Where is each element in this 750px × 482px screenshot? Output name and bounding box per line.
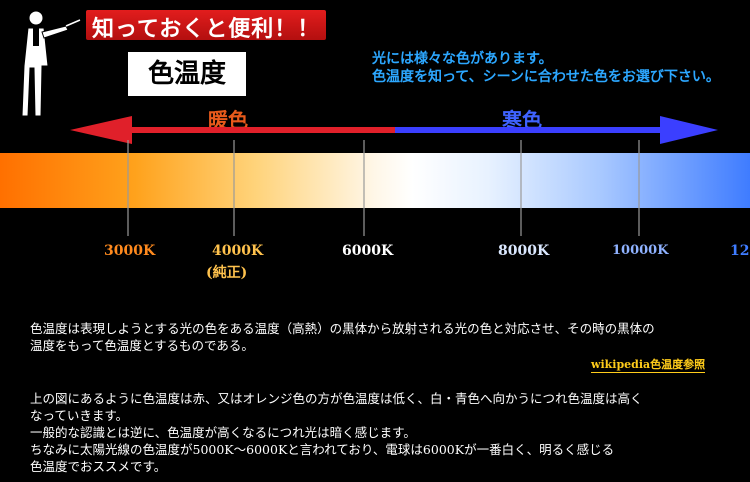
tick-label-12000k: 120 bbox=[730, 243, 750, 259]
temperature-arrow bbox=[70, 116, 718, 144]
explanation-line-5: 色温度でおススメです。 bbox=[30, 459, 167, 474]
color-temperature-spectrum bbox=[0, 153, 750, 208]
explanation-line-2: なっていきます。 bbox=[30, 408, 129, 423]
explanation-paragraph: 上の図にあるように色温度は赤、又はオレンジ色の方が色温度は低く、白・青色へ向かう… bbox=[30, 390, 643, 475]
header-banner bbox=[86, 10, 326, 40]
definition-line-2: 温度をもって色温度とするものである。 bbox=[30, 338, 254, 353]
tick-label-4000k: 4000K bbox=[212, 243, 264, 259]
intro-line-1: 光には様々な色があります。 bbox=[372, 51, 553, 67]
concept-title: 色温度 bbox=[147, 59, 226, 89]
tick-label-6000k: 6000K bbox=[342, 243, 394, 259]
tick-label-8000k: 8000K bbox=[498, 243, 550, 259]
cool-arrow bbox=[395, 116, 718, 144]
wikipedia-reference-link[interactable]: wikipedia色温度参照 bbox=[591, 358, 706, 373]
explanation-line-1: 上の図にあるように色温度は赤、又はオレンジ色の方が色温度は低く、白・青色へ向かう… bbox=[30, 391, 643, 406]
intro-text: 光には様々な色があります。 色温度を知って、シーンに合わせた色をお選び下さい。 bbox=[372, 50, 720, 86]
explanation-line-4: ちなみに太陽光線の色温度が5000K～6000Kと言われており、電球は6000K… bbox=[30, 442, 615, 457]
tick-lines bbox=[127, 140, 640, 236]
header-title: 知っておくと便利！！ bbox=[92, 17, 321, 42]
concept-title-box bbox=[128, 52, 246, 96]
definition-line-1: 色温度は表現しようとする光の色をある温度（高熱）の黒体から放射される光の色と対応… bbox=[30, 321, 655, 336]
intro-line-2: 色温度を知って、シーンに合わせた色をお選び下さい。 bbox=[372, 69, 720, 85]
explanation-line-3: 一般的な認識とは逆に、色温度が高くなるにつれ光は暗く感じます。 bbox=[30, 425, 416, 440]
presenter-illustration bbox=[22, 10, 81, 117]
tick-sublabel-stock: (純正) bbox=[206, 265, 248, 281]
tick-label-3000k: 3000K bbox=[104, 243, 156, 259]
definition-paragraph: 色温度は表現しようとする光の色をある温度（高熱）の黒体から放射される光の色と対応… bbox=[30, 320, 655, 354]
tick-label-10000k: 10000K bbox=[612, 243, 669, 258]
warm-arrow bbox=[70, 116, 395, 144]
